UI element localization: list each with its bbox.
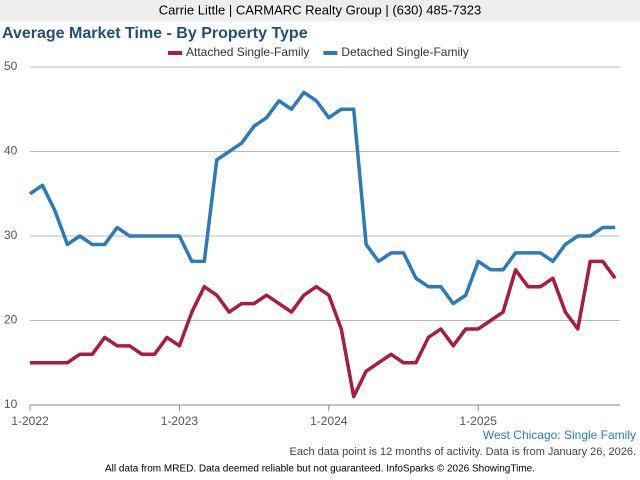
chart-title: Average Market Time - By Property Type	[2, 25, 308, 42]
x-tick-label: 1-2023	[161, 414, 199, 428]
x-tick-label: 1-2025	[460, 414, 498, 428]
x-tick-label: 1-2022	[11, 414, 49, 428]
x-tick-label: 1-2024	[310, 414, 348, 428]
legend-label: Detached Single-Family	[341, 45, 468, 59]
y-tick-label: 20	[4, 313, 18, 327]
header: Carrie Little | CARMARC Realty Group | (…	[159, 2, 482, 17]
series-line	[29, 90, 616, 306]
y-tick-label: 10	[4, 397, 18, 411]
y-tick-label: 30	[4, 228, 18, 242]
footnote: Each data point is 12 months of activity…	[290, 446, 636, 458]
header-bar	[0, 0, 640, 21]
footnote: All data from MRED. Data deemed reliable…	[105, 464, 535, 475]
subtitle: West Chicago: Single Family	[483, 428, 636, 442]
legend-label: Attached Single-Family	[186, 45, 309, 59]
y-tick-label: 40	[4, 144, 18, 158]
y-tick-label: 50	[4, 59, 18, 73]
series-line	[30, 259, 617, 399]
